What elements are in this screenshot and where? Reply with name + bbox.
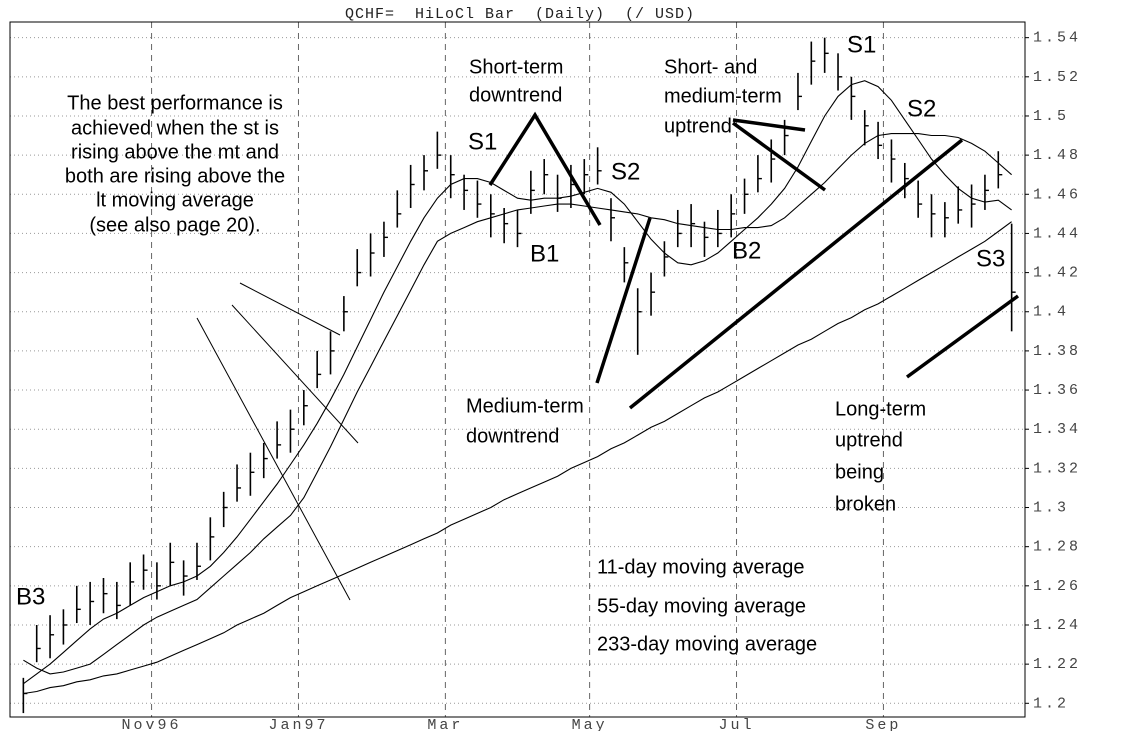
y-tick-label: 1.38 (1033, 343, 1081, 360)
trend-line (628, 138, 964, 410)
legend-label: 233-day moving average (597, 633, 817, 655)
annotation-text: being (835, 461, 884, 483)
trend-line (731, 121, 827, 192)
point-label: B3 (16, 583, 45, 610)
annotation-text: Medium-term (466, 395, 584, 417)
y-tick-label: 1.2 (1033, 695, 1069, 712)
y-tick-label: 1.28 (1033, 539, 1081, 556)
note-text: rising above the mt and (71, 141, 279, 163)
annotations: The best performance is achieved when th… (16, 31, 1005, 655)
annotation-text: uptrend (835, 429, 903, 451)
x-tick-label: Nov96 (122, 717, 182, 731)
note-text: both are rising above the (65, 165, 285, 187)
y-tick-label: 1.44 (1033, 225, 1081, 242)
y-tick-label: 1.48 (1033, 147, 1081, 164)
pointer-line (196, 317, 351, 601)
y-tick-label: 1.24 (1033, 617, 1081, 634)
x-tick-label: Jan97 (268, 717, 328, 731)
y-tick-label: 1.54 (1033, 30, 1081, 47)
moving-average (23, 80, 1012, 685)
legend-label: 55-day moving average (597, 595, 806, 617)
annotation-text: Short- and (664, 56, 757, 78)
y-tick-label: 1.32 (1033, 460, 1081, 477)
note-text: achieved when the st is (71, 117, 279, 139)
annotation-text: broken (835, 493, 896, 515)
x-tick-label: May (572, 717, 608, 731)
y-tick-label: 1.5 (1033, 108, 1069, 125)
y-tick-label: 1.42 (1033, 265, 1081, 282)
data-layer (22, 37, 1016, 714)
x-tick-label: Jul (719, 717, 755, 731)
annotation-text: medium-term (664, 85, 782, 107)
grid-layer: 1.2 1.22 1.24 1.26 1.28 1.3 1.32 1.34 1.36 1.38 1.… (10, 22, 1081, 731)
y-tick-label: 1.4 (1033, 304, 1069, 321)
annotation-text: Long-term (835, 398, 926, 420)
y-tick-label: 1.52 (1033, 69, 1081, 86)
point-label: S3 (976, 245, 1005, 272)
point-label: S2 (611, 158, 640, 185)
pointer-line (231, 304, 359, 444)
annotation-text: downtrend (469, 84, 562, 106)
point-label: S2 (907, 95, 936, 122)
point-label: S1 (847, 31, 876, 58)
y-tick-label: 1.34 (1033, 421, 1081, 438)
pointer-line (239, 282, 341, 336)
legend-label: 11-day moving average (597, 556, 805, 578)
y-tick-label: 1.3 (1033, 499, 1069, 516)
trend-line (732, 118, 806, 132)
annotation-text: downtrend (466, 425, 559, 447)
note-text: lt moving average (96, 189, 254, 211)
y-tick-label: 1.26 (1033, 578, 1081, 595)
point-label: B2 (732, 237, 761, 264)
moving-average (23, 133, 1012, 675)
chart-title: QCHF= HiLoCl Bar (Daily) (/ USD) (345, 6, 695, 23)
annotation-text: Short-term (469, 56, 563, 78)
trend-lines (196, 111, 1020, 601)
point-label: B1 (530, 240, 559, 267)
x-tick-label: Mar (427, 717, 463, 731)
y-tick-label: 1.46 (1033, 186, 1081, 203)
plot-frame (9, 21, 1026, 718)
trend-line (905, 294, 1020, 379)
y-tick-label: 1.22 (1033, 656, 1081, 673)
point-label: S1 (468, 128, 497, 155)
trend-line (488, 111, 602, 226)
note-text: (see also page 20). (89, 214, 260, 236)
moving-average (23, 221, 1012, 695)
trend-line (595, 217, 652, 384)
note-text: The best performance is (67, 92, 283, 114)
x-tick-label: Sep (865, 717, 901, 731)
y-tick-label: 1.36 (1033, 382, 1081, 399)
annotation-text: uptrend (664, 115, 732, 137)
